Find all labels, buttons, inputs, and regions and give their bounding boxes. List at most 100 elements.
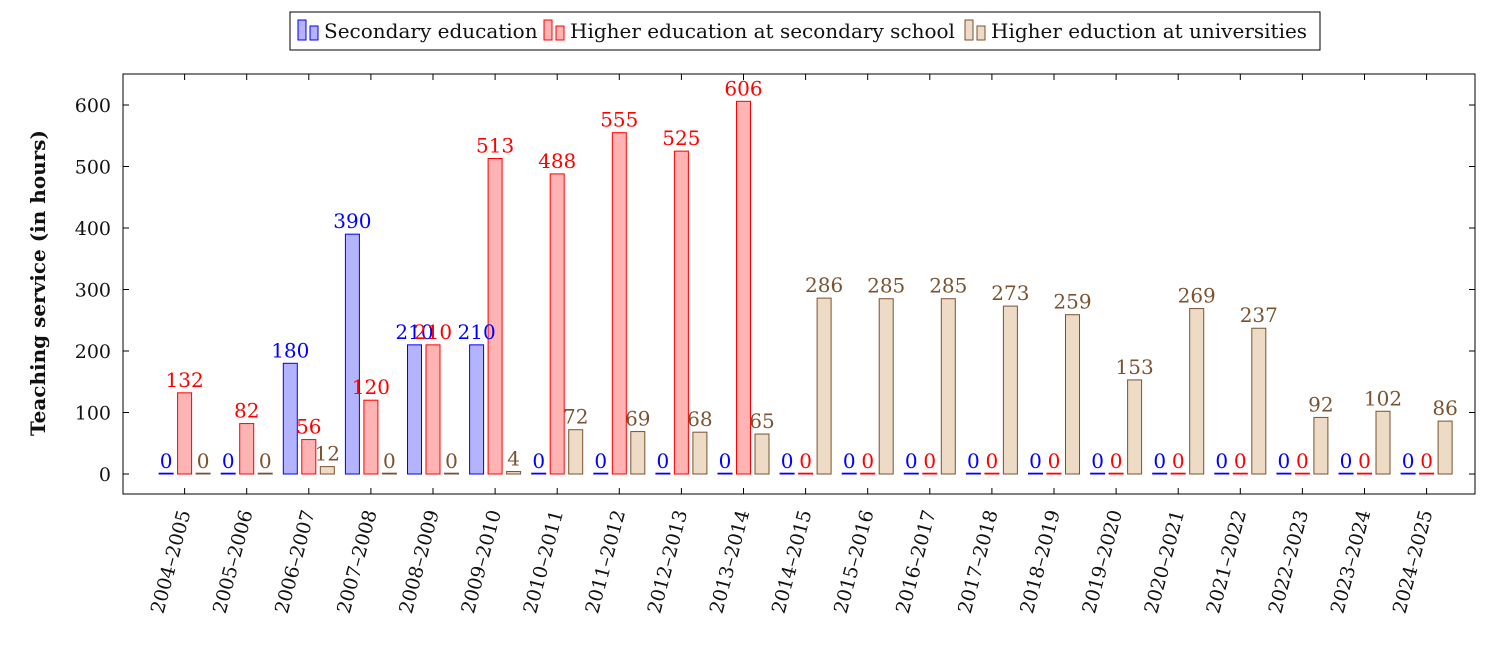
legend-item: Higher eduction at universities: [964, 19, 1307, 43]
x-tick-label: 2008–2009: [395, 508, 444, 616]
data-label: 210: [414, 320, 452, 344]
bar: [407, 344, 422, 475]
x-tick-label: 2012–2013: [643, 508, 692, 616]
data-label: 0: [383, 449, 396, 473]
data-label: 0: [1029, 449, 1042, 473]
data-label: 0: [259, 449, 272, 473]
data-label: 0: [197, 449, 210, 473]
x-tick-label: 2018–2019: [1016, 508, 1065, 616]
data-label: 0: [1296, 449, 1309, 473]
bar: [860, 472, 876, 475]
bar: [1065, 314, 1080, 475]
data-label: 86: [1432, 396, 1457, 420]
data-label: 180: [271, 338, 309, 362]
bar: [593, 472, 609, 475]
data-label: 285: [929, 274, 967, 298]
bar: [1357, 472, 1372, 475]
data-label: 0: [445, 449, 458, 473]
data-label: 555: [600, 108, 638, 132]
bar: [903, 472, 919, 475]
x-tick-label: 2013–2014: [706, 508, 755, 616]
legend-label: Secondary education: [324, 19, 538, 43]
data-label: 92: [1308, 392, 1333, 416]
bar: [1276, 472, 1292, 475]
data-label: 0: [222, 449, 235, 473]
bar: [878, 298, 894, 475]
y-axis-title: Teaching service (in hours): [26, 130, 50, 436]
data-label: 237: [1240, 303, 1278, 327]
data-label: 0: [1172, 449, 1185, 473]
bar: [965, 472, 981, 475]
bar: [1046, 472, 1062, 475]
bar: [717, 472, 733, 475]
x-tick-label: 2024–2025: [1389, 508, 1438, 616]
axis-ticks: [123, 74, 1475, 494]
x-tick-label: 2004–2005: [147, 508, 196, 616]
bar: [754, 433, 770, 475]
bar: [1313, 416, 1329, 475]
data-label: 0: [1048, 449, 1061, 473]
bar: [841, 472, 857, 475]
legend-swatch: [555, 25, 565, 41]
bar: [158, 472, 174, 475]
data-label: 12: [315, 442, 340, 466]
x-tick-labels: 2004–2005 2005–2006 2006–2007 2007–2008 2008…: [147, 508, 1438, 616]
x-tick-label: 2023–2024: [1327, 508, 1376, 616]
bar: [506, 471, 522, 475]
y-tick-labels: 0 100 200 300 400 500 600: [75, 95, 111, 486]
bar: [469, 344, 485, 475]
bar: [1400, 472, 1416, 475]
legend-swatch: [964, 19, 974, 41]
bar: [1189, 308, 1205, 475]
data-label: 82: [234, 399, 259, 423]
legend-label: Higher education at secondary school: [570, 19, 955, 43]
data-label: 210: [458, 320, 496, 344]
bar: [549, 173, 565, 475]
legend-label: Higher eduction at universities: [991, 19, 1307, 43]
data-label: 0: [1420, 449, 1433, 473]
data-label: 0: [843, 449, 856, 473]
legend-swatch: [309, 25, 319, 41]
data-label: 72: [563, 405, 588, 429]
bar: [1437, 420, 1453, 475]
x-tick-label: 2020–2021: [1140, 508, 1189, 616]
bar: [736, 100, 751, 475]
x-tick-label: 2010–2011: [519, 508, 568, 616]
data-label: 0: [923, 449, 936, 473]
y-tick-label: 300: [75, 280, 111, 302]
bar: [344, 233, 360, 475]
bar: [319, 466, 335, 475]
y-tick-label: 0: [99, 464, 111, 486]
bar: [568, 429, 584, 475]
data-label: 210: [395, 320, 433, 344]
x-tick-label: 2015–2016: [830, 508, 879, 616]
data-label: 0: [861, 449, 874, 473]
data-label: 0: [594, 449, 607, 473]
bar: [239, 423, 255, 475]
x-tick-label: 2014–2015: [768, 508, 817, 616]
data-label: 120: [352, 375, 390, 399]
legend: Secondary education Higher education at s…: [289, 11, 1321, 51]
bar: [487, 158, 503, 475]
legend-swatch: [976, 25, 986, 41]
x-tick-label: 2005–2006: [209, 508, 258, 616]
x-tick-label: 2019–2020: [1078, 508, 1127, 616]
bar: [1002, 305, 1018, 475]
bar: [1419, 472, 1435, 475]
x-tick-label: 2011–2012: [581, 508, 630, 616]
x-tick-label: 2017–2018: [954, 508, 1003, 616]
data-label: 0: [160, 449, 173, 473]
bar: [1170, 472, 1186, 475]
bar: [1028, 472, 1043, 475]
bar: [984, 472, 1000, 475]
data-label: 68: [687, 407, 712, 431]
data-label: 390: [333, 209, 371, 233]
bar: [1232, 472, 1248, 475]
data-label: 259: [1053, 290, 1091, 314]
legend-item: Higher education at secondary school: [543, 19, 955, 43]
data-label: 0: [986, 449, 999, 473]
data-label: 0: [905, 449, 918, 473]
